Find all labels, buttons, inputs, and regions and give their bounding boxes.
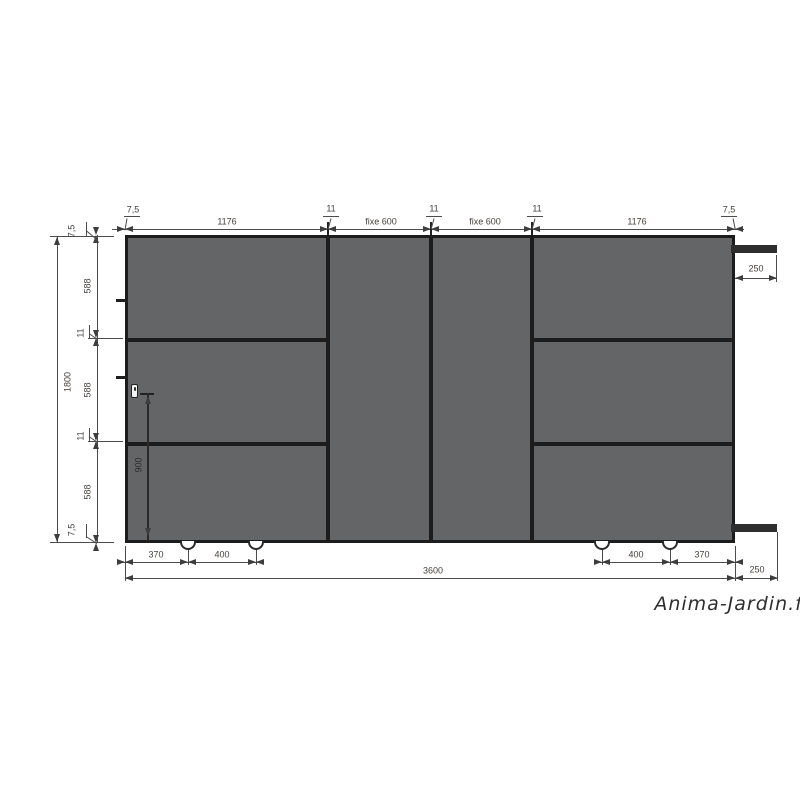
gate-rail-right-upper bbox=[534, 338, 732, 342]
arrowheads bbox=[180, 559, 196, 566]
arrowheads bbox=[423, 226, 439, 233]
gate-rail-right-lower bbox=[534, 442, 732, 446]
gate-rail-left-lower bbox=[128, 442, 326, 446]
dim-label-rail-2: 11 bbox=[75, 431, 86, 441]
arrowhead-down bbox=[54, 534, 60, 542]
leader-underline bbox=[426, 216, 442, 217]
dim-label-handle-height: 900 bbox=[133, 457, 144, 473]
leader-underline bbox=[527, 216, 543, 217]
ext-line-wheel-2 bbox=[256, 550, 257, 565]
arrowhead-right bbox=[770, 575, 778, 581]
watermark-text: Anima-Jardin.fr bbox=[654, 593, 800, 615]
dim-line-total-height bbox=[57, 237, 58, 542]
arrowheads bbox=[117, 226, 133, 233]
arrowheads bbox=[524, 226, 540, 233]
guide-rail-top bbox=[731, 245, 777, 253]
dim-label-wheel-offset-left: 370 bbox=[148, 549, 164, 560]
leader-underline bbox=[323, 216, 339, 217]
dim-label-top-left-panel: 1176 bbox=[217, 216, 237, 227]
arrowheads bbox=[93, 535, 100, 551]
arrowheads bbox=[662, 559, 678, 566]
dim-label-total-width: 3600 bbox=[422, 565, 444, 576]
dim-label-wheel-spacing-right: 400 bbox=[628, 549, 644, 560]
dim-label-top-right-panel: 1176 bbox=[627, 216, 647, 227]
dim-label-wheel-offset-right: 370 bbox=[694, 549, 710, 560]
leader-underline bbox=[86, 222, 87, 236]
wheel-3 bbox=[594, 541, 610, 550]
leader-underline bbox=[721, 216, 737, 217]
gate-body: 900 bbox=[125, 235, 735, 543]
arrowheads bbox=[248, 559, 264, 566]
gate-mullion-1 bbox=[326, 238, 330, 540]
ext-line-wheel-4 bbox=[670, 550, 671, 565]
ext-line-rail-2 bbox=[88, 441, 123, 442]
dim-label-total-height: 1800 bbox=[62, 371, 73, 393]
wheel-1 bbox=[180, 541, 196, 550]
arrowheads bbox=[727, 559, 743, 566]
guide-rail-bottom bbox=[731, 524, 777, 532]
dim-label-top-gap-3: 11 bbox=[532, 203, 542, 214]
dim-label-row-3: 588 bbox=[82, 484, 93, 500]
dim-label-top-gap-1: 11 bbox=[326, 203, 336, 214]
fixing-tick-lower bbox=[116, 376, 128, 379]
ext-line-wheel-3 bbox=[602, 550, 603, 565]
arrowhead-right bbox=[769, 275, 777, 281]
gate-mullion-3 bbox=[530, 238, 534, 540]
dim-900-arrow-down bbox=[145, 528, 151, 536]
dim-label-top-frame-left: 7,5 bbox=[126, 204, 140, 215]
arrowheads bbox=[727, 575, 743, 582]
ext-line-bottom-left bbox=[50, 542, 114, 543]
arrowheads bbox=[93, 433, 100, 449]
gate-rail-left-upper bbox=[128, 338, 326, 342]
dim-label-top-fixed-2: fixe 600 bbox=[469, 216, 501, 227]
dim-label-top-gap-2: 11 bbox=[429, 203, 439, 214]
dim-900-arrow-up bbox=[145, 396, 151, 404]
dim-label-track-extension-bottom: 250 bbox=[749, 564, 765, 575]
leader-underline bbox=[89, 325, 90, 339]
dim-label-row-2: 588 bbox=[82, 382, 93, 398]
ext-line-rail-bottom-end bbox=[777, 532, 778, 581]
leader-underline bbox=[89, 428, 90, 442]
arrowhead-left bbox=[125, 575, 133, 581]
dim-900-line bbox=[147, 394, 149, 541]
dim-label-track-extension-top: 250 bbox=[748, 263, 764, 274]
ext-line-rail-1 bbox=[88, 338, 123, 339]
leader-underline bbox=[86, 524, 87, 538]
wheel-4 bbox=[662, 541, 678, 550]
dim-label-row-1: 588 bbox=[82, 278, 93, 294]
dim-line-rail-top bbox=[735, 278, 777, 279]
arrowheads bbox=[320, 226, 336, 233]
ext-line-top-left bbox=[50, 236, 114, 237]
arrowhead-up bbox=[54, 237, 60, 245]
arrowheads bbox=[93, 330, 100, 346]
dim-label-left-frame-top: 7,5 bbox=[66, 224, 77, 238]
keyhole-icon bbox=[134, 387, 136, 391]
gate-lock-handle bbox=[131, 384, 138, 398]
arrowheads bbox=[727, 226, 743, 233]
dim-label-left-frame-bottom: 7,5 bbox=[66, 523, 77, 537]
gate-mullion-2 bbox=[429, 238, 433, 540]
arrowhead-left bbox=[735, 275, 743, 281]
arrowheads bbox=[93, 227, 100, 243]
leader-underline bbox=[124, 216, 140, 217]
dim-label-wheel-spacing-left: 400 bbox=[214, 549, 230, 560]
dim-label-top-frame-right: 7,5 bbox=[722, 204, 736, 215]
ext-line-rail-top-end bbox=[776, 255, 777, 282]
wheel-2 bbox=[248, 541, 264, 550]
ext-line-wheel-1 bbox=[188, 550, 189, 565]
dim-label-rail-1: 11 bbox=[75, 328, 86, 338]
arrowheads bbox=[117, 559, 133, 566]
dim-label-top-fixed-1: fixe 600 bbox=[365, 216, 397, 227]
fixing-tick-upper bbox=[116, 299, 128, 302]
dim-line-total-width bbox=[125, 578, 778, 579]
arrowheads bbox=[594, 559, 610, 566]
dim-line-rows bbox=[97, 235, 98, 543]
